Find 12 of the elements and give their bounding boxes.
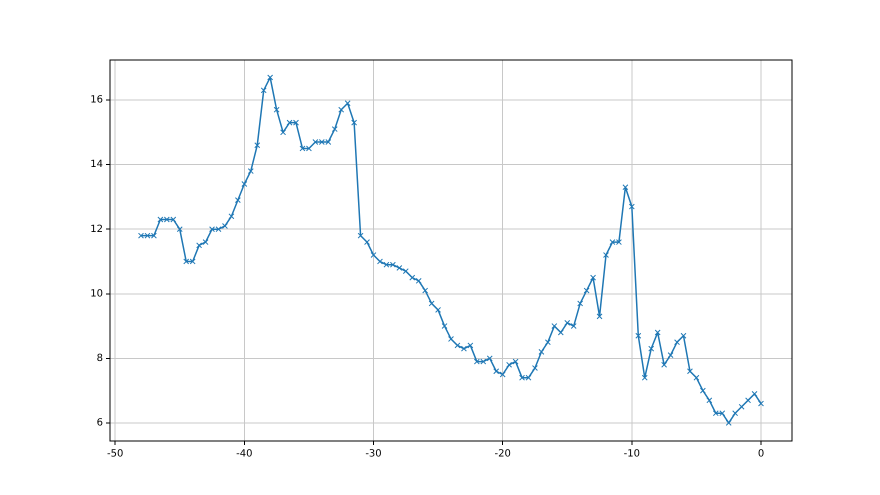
y-tick-label: 16 [90,94,103,106]
y-tick-label: 6 [96,418,103,429]
y-tick-label: 12 [90,224,103,235]
x-tick-label: -20 [494,448,511,460]
x-tick-label: -30 [365,448,382,460]
x-tick-label: -50 [106,448,124,460]
y-tick-label: 10 [90,288,103,300]
x-tick-label: 0 [758,448,764,460]
y-tick-label: 8 [96,352,103,364]
y-tick-label: 14 [90,159,103,170]
x-tick-label: -10 [624,448,640,460]
x-tick-label: -40 [236,448,253,460]
